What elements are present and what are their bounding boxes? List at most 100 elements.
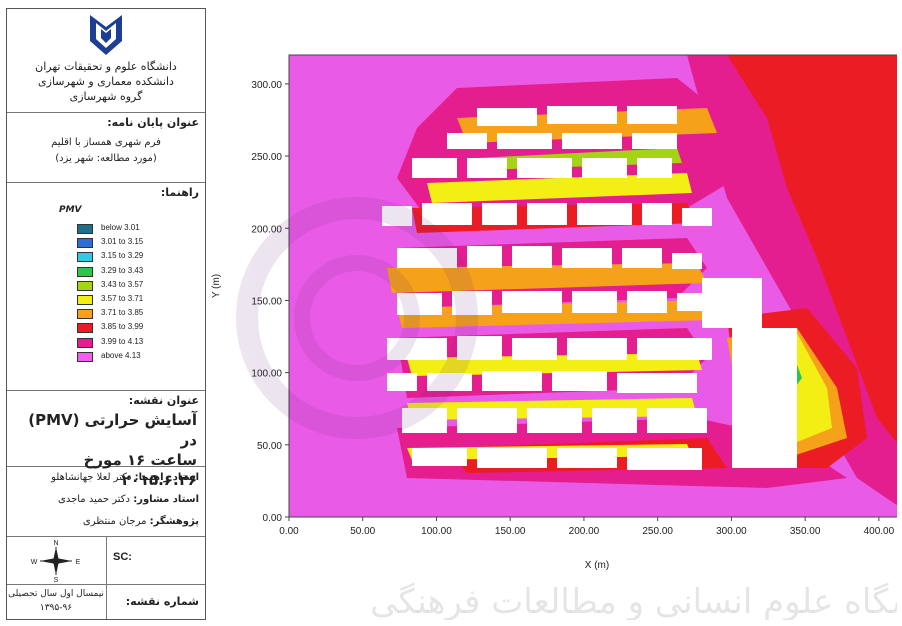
researcher-row: پژوهشگر: مرجان منتظری — [7, 511, 205, 533]
zone-3-57-to-3-71 — [427, 173, 692, 203]
x-tick-label: 250.00 — [642, 526, 673, 537]
legend-swatch — [77, 309, 93, 320]
plot-area — [289, 55, 897, 517]
legend-title: PMV — [59, 205, 82, 215]
building-footprint — [702, 278, 762, 328]
x-axis-title: X (m) — [585, 560, 609, 571]
building-footprint — [562, 248, 612, 268]
researcher-name: مرجان منتظری — [82, 516, 147, 527]
north-arrow-icon: N W E S — [31, 540, 81, 583]
legend-swatch — [77, 266, 93, 277]
faculty-line: دانشکده معماری و شهرسازی — [38, 75, 174, 88]
x-axis: 0.00 50.00 100.00 150.00 200.00 250.00 300.00 3… — [279, 517, 895, 537]
x-tick-label: 300.00 — [716, 526, 747, 537]
building-footprint — [682, 208, 712, 226]
south-label: S — [54, 577, 59, 583]
building-footprint — [427, 373, 472, 391]
pmv-map: 0.00 50.00 100.00 150.00 200.00 250.00 300.00 3… — [207, 8, 897, 620]
building-footprint — [672, 253, 702, 269]
watermark-logo-icon — [236, 197, 478, 439]
zone-3-71-to-3-85 — [387, 263, 707, 293]
building-footprint — [397, 248, 457, 268]
x-tick-label: 0.00 — [279, 526, 299, 537]
building-footprint — [482, 371, 542, 391]
y-tick-label: 300.00 — [251, 80, 282, 91]
building-footprint — [457, 408, 517, 433]
legend-label: 3.01 to 3.15 — [101, 237, 144, 247]
building-footprint — [422, 203, 472, 225]
building-footprint — [527, 408, 582, 433]
building-footprint — [562, 133, 622, 149]
legend-label: راهنما: — [160, 186, 199, 199]
x-tick-label: 400.00 — [864, 526, 895, 537]
building-footprint — [467, 158, 507, 178]
building-footprint — [592, 408, 637, 433]
x-tick-label: 200.00 — [569, 526, 600, 537]
legend-swatch — [77, 280, 93, 291]
building-footprint — [582, 158, 627, 178]
legend-swatch — [77, 351, 93, 362]
legend-swatch — [77, 323, 93, 334]
map-title-line2: ساعت ۱۶ مورخ ۲۰۱۵.۶.۲۶ — [83, 451, 197, 489]
y-axis-title: Y (m) — [211, 274, 222, 298]
divider — [106, 537, 107, 619]
building-footprint — [557, 448, 617, 468]
advisor-name: دکتر لعلا جهانشاهلو — [51, 472, 132, 483]
legend-label: 3.43 to 3.57 — [101, 279, 144, 289]
thesis-case: (مورد مطالعه: شهر یزد) — [55, 153, 157, 164]
thesis-label: عنوان پایان نامه: — [107, 116, 199, 129]
thesis-title: فرم شهری همساز با اقلیم — [51, 137, 161, 148]
map-title-section: عنوان نقشه: آسایش حرارتی (PMV) در ساعت ۱… — [7, 391, 205, 489]
legend-label: above 4.13 — [101, 350, 141, 360]
building-footprint — [642, 203, 672, 225]
building-footprint — [412, 448, 467, 466]
building-footprint — [477, 448, 547, 468]
advisor-row: استاد راهنما: دکتر لعلا جهانشاهلو — [7, 467, 205, 489]
department-line: گروه شهرسازی — [69, 90, 143, 103]
building-footprint — [447, 133, 487, 149]
building-footprint — [647, 408, 707, 433]
consultant-name: دکتر حمید ماجدی — [58, 494, 130, 505]
y-axis: 0.00 50.00 100.00 150.00 200.00 250.00 300.00 — [251, 80, 289, 524]
building-footprint — [577, 203, 632, 225]
university-header: دانشگاه علوم و تحقیقات تهران دانشکده معم… — [7, 9, 205, 113]
legend-label: 3.29 to 3.43 — [101, 265, 144, 275]
semester-line1: نیمسال اول سال تحصیلی — [8, 589, 104, 599]
legend-label: 3.57 to 3.71 — [101, 294, 144, 303]
legend-label: 3.71 to 3.85 — [101, 308, 144, 318]
legend-label: below 3.01 — [101, 223, 140, 232]
building-footprint — [457, 336, 502, 360]
building-footprint — [627, 106, 677, 124]
building-footprint — [382, 206, 412, 226]
building-footprint — [617, 373, 697, 393]
map-number-label: شماره نقشه: — [125, 595, 199, 608]
building-footprint — [637, 338, 712, 360]
x-tick-label: 150.00 — [495, 526, 526, 537]
building-footprint — [547, 106, 617, 124]
consultant-row: استاد مشاور: دکتر حمید ماجدی — [7, 489, 205, 511]
y-tick-label: 100.00 — [251, 369, 282, 380]
y-tick-label: 200.00 — [251, 224, 282, 235]
x-tick-label: 350.00 — [790, 526, 821, 537]
watermark-text: پژوهشگاه علوم انسانی و مطالعات فرهنگی — [370, 582, 897, 620]
university-line: دانشگاه علوم و تحقیقات تهران — [35, 60, 177, 73]
building-footprint — [512, 246, 552, 268]
building-footprint — [622, 248, 662, 268]
y-tick-label: 50.00 — [257, 441, 282, 452]
legend-label: 3.99 to 4.13 — [101, 336, 144, 346]
building-footprint — [627, 291, 667, 313]
building-footprint — [632, 133, 677, 149]
building-footprint — [637, 158, 672, 178]
building-footprint — [552, 371, 607, 391]
thesis-section: عنوان پایان نامه: فرم شهری همساز با اقلی… — [7, 113, 205, 183]
building-footprint — [527, 203, 567, 225]
scale-label: SC: — [113, 551, 132, 563]
legend-label: 3.15 to 3.29 — [101, 251, 144, 261]
university-logo-icon — [90, 15, 122, 55]
legend-section: راهنما: PMV below 3.01 3.01 to 3.15 3.15 t… — [7, 183, 205, 391]
building-footprint — [402, 408, 447, 433]
building-footprint — [502, 291, 562, 313]
building-footprint — [517, 158, 572, 178]
building-footprint — [567, 338, 627, 360]
consultant-label: استاد مشاور: — [133, 494, 199, 505]
